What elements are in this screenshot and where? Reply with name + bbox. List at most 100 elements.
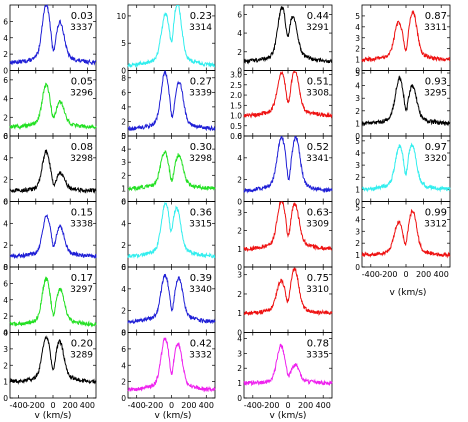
y-tick-label: 0 (237, 198, 242, 207)
x-tick-label: 200 (298, 401, 313, 410)
x-tick-label: 200 (416, 270, 431, 279)
x-tick-label: 400 (434, 270, 449, 279)
y-tick-label: 3 (355, 34, 360, 43)
observation-id-label: 3310 (306, 285, 329, 295)
y-tick-label: 6 (3, 279, 8, 288)
x-axis-labels: v (km/s) v (km/s) v (km/s) v (km/s) (35, 288, 427, 421)
y-tick-label: 2 (121, 117, 126, 126)
y-tick-label: 1 (355, 185, 360, 194)
y-tick-label: 2 (121, 171, 126, 180)
phase-label: 0.27 (190, 77, 212, 88)
x-tick-label: 0 (50, 401, 55, 410)
y-tick-label: 2.0 (230, 91, 242, 100)
spectrum-line (127, 273, 216, 325)
y-tick-label: 3 (355, 94, 360, 103)
y-tick-label: 0 (121, 329, 126, 338)
y-tick-label: 2 (355, 45, 360, 54)
y-tick-label: 6 (3, 198, 8, 207)
y-tick-label: 0 (3, 132, 8, 141)
spectrum-line (361, 208, 451, 259)
y-tick-label: 6 (3, 17, 8, 26)
observation-id-label: 3309 (306, 220, 329, 230)
y-tick-label: 4 (355, 82, 360, 91)
spectrum-line (9, 149, 97, 195)
y-tick-label: 8 (121, 74, 126, 83)
y-tick-label: 2.5 (230, 81, 242, 90)
spectrum-line (243, 135, 333, 194)
observation-id-label: 3339 (189, 89, 212, 99)
y-tick-label: 2 (3, 241, 8, 250)
observation-id-label: 3341 (306, 154, 329, 164)
y-tick-label: 3 (237, 349, 242, 358)
y-tick-label: 6 (121, 198, 126, 207)
y-tick-label: 5 (355, 203, 360, 212)
y-tick-label: 2 (355, 107, 360, 116)
y-tick-label: 1 (355, 251, 360, 260)
y-tick-label: 2 (237, 48, 242, 57)
y-tick-label: 6 (121, 345, 126, 354)
y-tick-label: 4 (3, 95, 8, 104)
x-tick-label: -400 (244, 401, 262, 410)
phase-label: 0.63 (307, 208, 329, 219)
x-tick-label: 200 (63, 401, 78, 410)
observation-id-label: 3340 (189, 285, 212, 295)
y-tick-label: 2 (121, 241, 126, 250)
y-tick-label: 0 (3, 198, 8, 207)
y-tick-label: 5 (355, 69, 360, 78)
spectrum-line (9, 214, 97, 260)
spectrum-line (9, 276, 97, 328)
x-tick-label: -200 (261, 401, 279, 410)
y-tick-label: 4 (355, 23, 360, 32)
y-tick-label: 3 (3, 345, 8, 354)
y-tick-label: 3 (237, 271, 242, 280)
spectrum-line (243, 70, 333, 119)
phase-label: 0.17 (71, 273, 93, 284)
observation-id-label: 3315 (189, 220, 212, 230)
y-tick-label: 0 (3, 329, 8, 338)
y-tick-label: 0 (121, 198, 126, 207)
observation-id-label: 3295 (424, 89, 447, 99)
y-tick-label: 1 (237, 309, 242, 318)
y-tick-label: 4 (237, 154, 242, 163)
observation-id-label: 3289 (70, 351, 93, 361)
y-tick-label: 2 (3, 50, 8, 59)
phase-label: 0.78 (307, 339, 329, 350)
y-tick-label: 2 (237, 364, 242, 373)
x-tick-label: 400 (316, 401, 331, 410)
phase-label: 0.51 (307, 77, 329, 88)
y-tick-label: 2 (3, 361, 8, 370)
y-tick-label: 4 (121, 145, 126, 154)
x-tick-label: 400 (199, 401, 214, 410)
y-tick-label: 0 (3, 263, 8, 272)
y-tick-label: 3.0 (230, 71, 242, 80)
y-tick-label: 5 (355, 137, 360, 146)
y-tick-label: 0 (355, 132, 360, 141)
spectrum-line (243, 6, 333, 65)
observation-id-label: 3314 (189, 23, 212, 33)
y-tick-label: 0 (237, 67, 242, 76)
y-tick-label: 1 (237, 245, 242, 254)
spectrum-line (127, 337, 216, 393)
y-tick-label: 6 (121, 263, 126, 272)
y-tick-label: 4 (3, 296, 8, 305)
x-axis-title: v (km/s) (390, 288, 427, 298)
y-tick-label: 2 (3, 113, 8, 122)
phase-label: 0.39 (190, 273, 212, 284)
y-tick-label: 0 (121, 67, 126, 76)
x-tick-label: 0 (169, 401, 174, 410)
spectrum-line (243, 267, 333, 317)
y-tick-label: 0.0 (230, 132, 242, 141)
phase-label: 0.75 (307, 273, 329, 284)
y-tick-label: 4 (237, 29, 242, 38)
y-tick-label: 1 (355, 56, 360, 65)
